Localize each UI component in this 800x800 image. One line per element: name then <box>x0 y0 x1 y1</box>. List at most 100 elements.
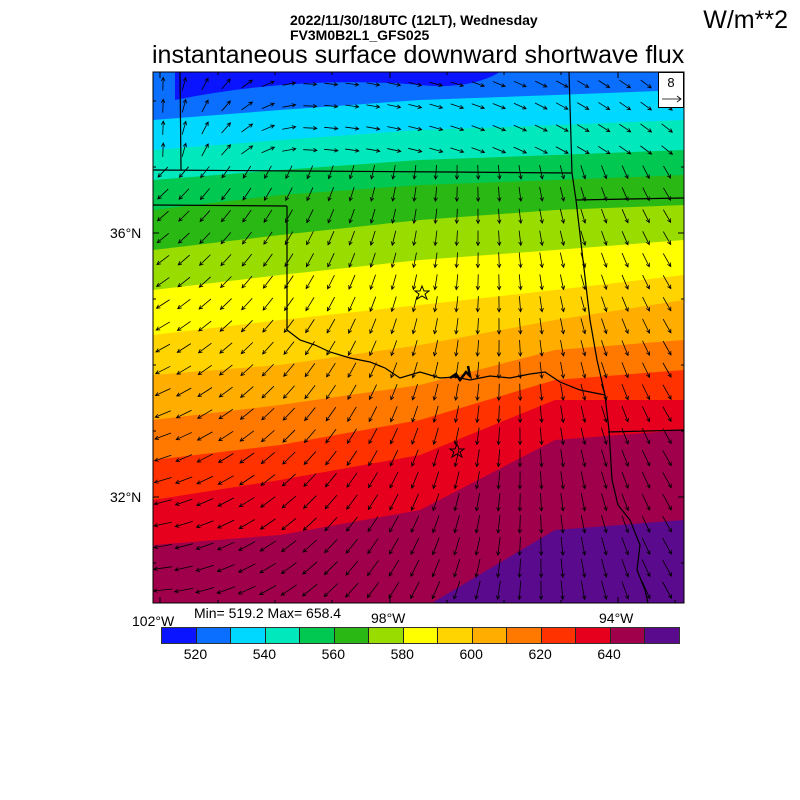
wind-arrow <box>539 274 544 291</box>
wind-arrow <box>153 454 172 462</box>
wind-arrow <box>431 537 440 556</box>
wind-arrow <box>241 253 253 267</box>
wind-arrow <box>601 493 608 512</box>
wind-arrow <box>305 275 315 290</box>
wind-arrow <box>261 385 275 399</box>
wind-arrow <box>282 147 297 152</box>
units-label: W/m**2 <box>703 6 788 34</box>
wind-arrow <box>408 125 423 131</box>
wind-arrow <box>432 427 439 446</box>
wind-arrow <box>495 580 501 601</box>
wind-arrow <box>388 581 400 599</box>
wind-arrow <box>367 516 379 533</box>
wind-arrow <box>238 519 256 529</box>
wind-arrow <box>348 274 356 290</box>
wind-arrow <box>539 536 544 557</box>
wind-arrow <box>475 427 480 446</box>
wind-arrow <box>219 342 233 354</box>
wind-arrow <box>474 558 481 578</box>
wind-arrow <box>285 187 293 202</box>
wind-arrow <box>517 449 523 468</box>
wind-arrow <box>219 320 233 332</box>
wind-arrow <box>621 580 630 600</box>
wind-arrow <box>642 187 650 202</box>
wind-arrow <box>555 146 569 154</box>
wind-arrow <box>621 318 629 335</box>
colorbar-swatch <box>369 628 404 643</box>
wind-arrow <box>432 471 440 490</box>
wind-arrow <box>433 252 438 269</box>
wind-arrow <box>368 428 378 445</box>
wind-arrow <box>496 274 502 291</box>
wind-arrow <box>369 230 376 246</box>
wind-arrow <box>454 296 459 313</box>
wind-arrow <box>345 516 358 532</box>
wind-arrow <box>304 385 316 400</box>
wind-arrow <box>283 341 295 356</box>
wind-arrow <box>306 165 314 180</box>
wind-arrow <box>387 104 402 109</box>
wind-arrow <box>196 453 213 463</box>
wind-arrow <box>411 362 418 379</box>
wind-arrow <box>306 231 314 246</box>
wind-arrow <box>198 298 212 310</box>
model-label: FV3M0B2L1_GFS025 <box>290 27 430 43</box>
wind-arrow <box>601 362 608 379</box>
map-frame <box>152 71 685 604</box>
wind-arrow <box>580 208 587 224</box>
wind-arrow <box>640 79 652 89</box>
wind-arrow <box>390 362 398 379</box>
wind-arrow <box>326 296 336 312</box>
wind-arrow <box>580 274 587 291</box>
wind-arrow <box>513 80 527 88</box>
contour-band <box>153 520 684 603</box>
wind-arrow <box>201 143 209 157</box>
wind-arrow <box>302 517 317 531</box>
wind-arrow <box>662 209 672 224</box>
wind-arrow <box>220 210 231 223</box>
wind-arrow <box>662 537 672 555</box>
wind-arrow <box>155 299 170 309</box>
wind-arrow <box>410 581 420 600</box>
wind-arrow <box>220 254 232 267</box>
wind-arrow <box>661 123 674 133</box>
wind-arrow <box>196 431 213 441</box>
wind-arrow <box>580 515 587 534</box>
wind-arrow <box>454 383 459 402</box>
wind-arrow <box>642 165 650 180</box>
border-ks-mo <box>568 72 573 174</box>
wind-arrow <box>517 471 523 490</box>
wind-arrow <box>642 362 651 379</box>
colorbar-label: 620 <box>528 646 552 662</box>
wind-arrow <box>368 450 378 467</box>
wind-arrow <box>241 231 252 245</box>
wind-arrow <box>432 405 439 423</box>
wind-arrow <box>391 208 396 225</box>
wind-arrow <box>580 449 587 468</box>
wind-arrow <box>559 165 566 180</box>
reference-arrow-icon <box>662 95 682 103</box>
wind-arrow <box>173 587 194 594</box>
colorbar-swatch <box>645 628 679 643</box>
wind-arrow <box>662 318 672 334</box>
wind-arrow <box>412 208 417 225</box>
wind-arrow <box>154 432 172 440</box>
wind-arrow <box>475 296 480 313</box>
wind-arrow <box>539 383 544 402</box>
wind-arrow <box>348 165 355 180</box>
wind-arrow <box>411 318 418 335</box>
wind-arrow <box>580 558 587 579</box>
wind-arrow <box>389 493 399 511</box>
reference-vector-box: 8 <box>658 72 684 108</box>
wind-arrow <box>496 383 501 402</box>
wind-arrow <box>285 165 293 180</box>
wind-arrow <box>601 580 608 600</box>
wind-arrow <box>220 276 232 289</box>
wind-arrow <box>517 493 523 512</box>
wind-arrow <box>177 299 191 310</box>
wind-arrow <box>303 451 317 466</box>
wind-arrow <box>559 274 566 291</box>
wind-arrow <box>662 231 672 246</box>
wind-arrow <box>662 472 672 489</box>
